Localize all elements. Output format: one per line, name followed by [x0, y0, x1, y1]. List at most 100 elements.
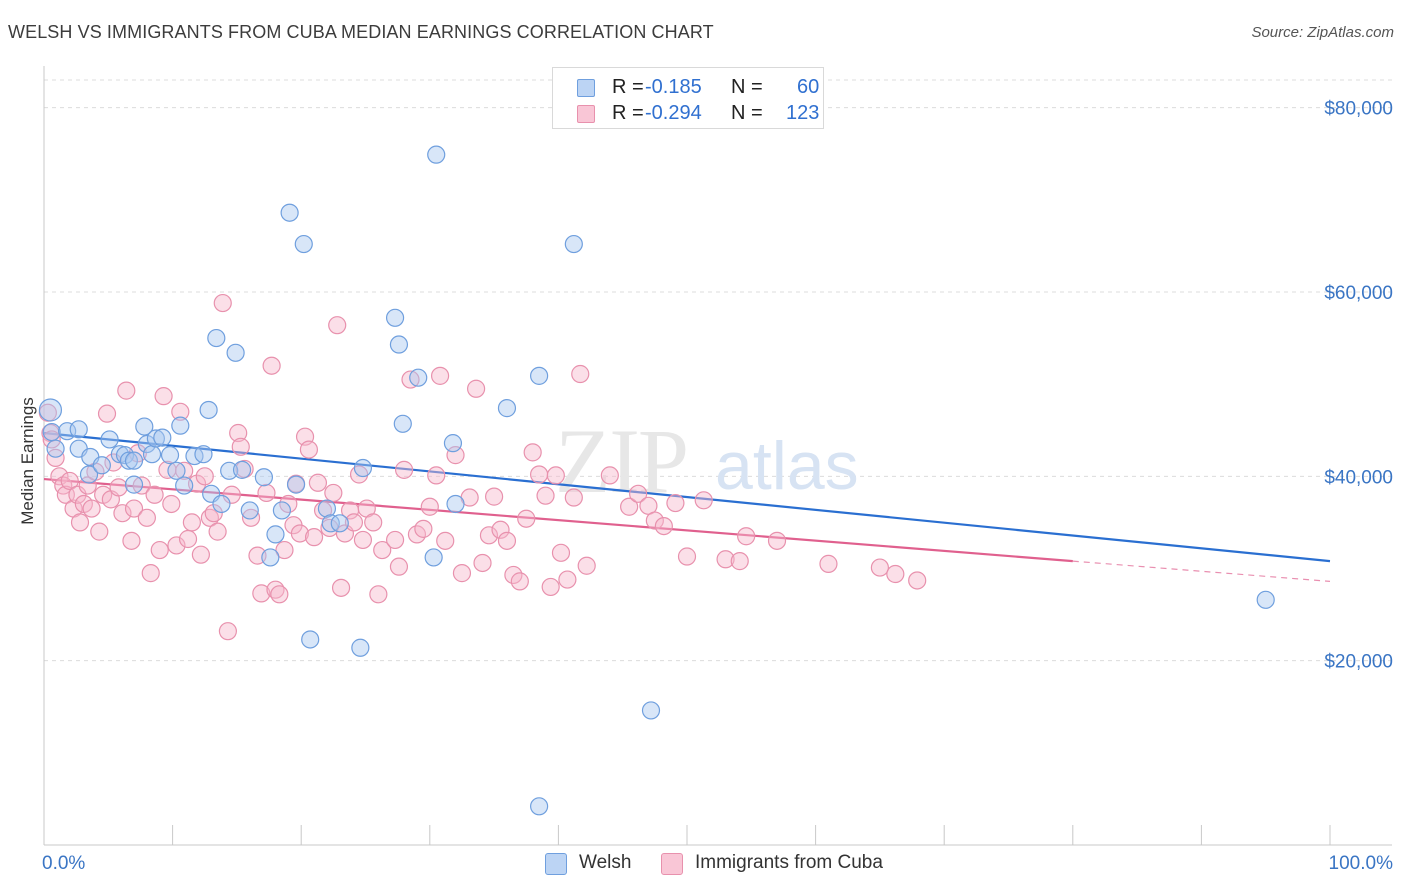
r-label: R = — [612, 76, 644, 98]
data-point-cuba — [191, 545, 210, 564]
data-point-welsh — [389, 335, 409, 354]
n-value: 123 — [786, 102, 820, 124]
data-point-cuba — [600, 466, 619, 485]
data-point-cuba — [137, 508, 156, 527]
n-value: 60 — [797, 76, 820, 98]
gridlines — [44, 79, 1392, 662]
series-legend: Welsh Immigrants from Cuba — [0, 851, 1406, 879]
data-point-cuba — [117, 381, 136, 400]
data-point-welsh — [46, 439, 65, 458]
y-tick-label: $20,000 — [1324, 652, 1393, 673]
data-point-cuba — [175, 461, 194, 480]
data-point-cuba — [479, 526, 499, 545]
data-point-welsh — [153, 428, 172, 447]
data-point-cuba — [132, 476, 151, 495]
y-tick-label: $80,000 — [1324, 99, 1393, 120]
data-point-cuba — [385, 530, 405, 550]
data-point-cuba — [50, 467, 69, 486]
data-point-welsh — [42, 422, 61, 442]
data-point-cuba — [252, 584, 271, 603]
data-point-welsh — [38, 398, 63, 422]
data-point-cuba — [541, 577, 560, 597]
data-point-cuba — [145, 485, 164, 504]
watermark-atlas: atlas — [715, 428, 859, 504]
r-label: R = — [612, 102, 644, 124]
data-point-welsh — [119, 451, 138, 470]
data-point-cuba — [767, 531, 787, 550]
data-point-welsh — [142, 445, 162, 464]
data-point-cuba — [154, 387, 173, 406]
data-point-cuba — [171, 402, 190, 421]
data-point-cuba — [290, 524, 310, 543]
data-point-welsh — [353, 458, 373, 478]
data-point-welsh — [79, 465, 99, 484]
data-point-welsh — [185, 446, 204, 466]
data-point-cuba — [46, 448, 65, 467]
data-point-welsh — [385, 308, 405, 327]
data-point-welsh — [232, 460, 252, 479]
data-point-welsh — [530, 797, 549, 816]
data-point-cuba — [167, 536, 186, 555]
data-point-cuba — [68, 485, 87, 504]
data-point-welsh — [497, 399, 517, 418]
data-point-cuba — [629, 484, 648, 503]
data-point-cuba — [124, 499, 144, 518]
data-point-cuba — [364, 513, 383, 532]
data-point-cuba — [908, 571, 927, 590]
points-cuba — [38, 293, 927, 641]
data-point-cuba — [523, 443, 542, 462]
data-point-cuba — [204, 504, 223, 523]
r-value: -0.294 — [645, 102, 702, 124]
data-point-cuba — [344, 513, 364, 532]
data-point-cuba — [694, 491, 713, 510]
data-point-cuba — [195, 467, 214, 486]
data-point-cuba — [497, 531, 517, 550]
cuba-swatch — [661, 853, 683, 875]
data-point-welsh — [424, 548, 443, 567]
data-point-cuba — [886, 564, 905, 584]
data-point-cuba — [369, 585, 388, 604]
data-point-welsh — [317, 499, 337, 518]
data-point-cuba — [60, 471, 79, 491]
data-point-welsh — [69, 420, 88, 439]
data-point-welsh — [254, 468, 274, 487]
x-tick-label: 0.0% — [42, 853, 85, 874]
data-point-cuba — [150, 540, 169, 560]
data-point-welsh — [272, 501, 292, 520]
data-point-cuba — [70, 513, 90, 532]
data-point-cuba — [427, 466, 446, 485]
data-point-cuba — [109, 478, 128, 497]
data-point-welsh — [427, 145, 446, 164]
x-tick-label: 100.0% — [1329, 853, 1394, 874]
data-point-cuba — [299, 440, 319, 459]
data-point-cuba — [452, 564, 472, 583]
data-point-cuba — [620, 497, 639, 516]
data-point-welsh — [1256, 590, 1275, 609]
source-label: Source: ZipAtlas.com — [1251, 24, 1394, 41]
data-point-cuba — [324, 483, 343, 503]
data-point-cuba — [473, 553, 492, 573]
data-point-welsh — [137, 434, 156, 454]
data-point-cuba — [178, 529, 198, 549]
data-point-welsh — [641, 701, 661, 720]
data-point-cuba — [819, 554, 838, 573]
data-point-welsh — [146, 429, 165, 448]
y-tick-labels: $20,000 $40,000 $60,000 $80,000 — [1324, 99, 1393, 673]
data-point-cuba — [270, 585, 289, 604]
data-point-cuba — [82, 499, 101, 518]
data-point-cuba — [564, 488, 583, 507]
data-point-welsh — [266, 525, 285, 544]
data-point-welsh — [167, 461, 186, 480]
data-point-welsh — [351, 638, 370, 657]
data-point-cuba — [141, 564, 160, 583]
data-point-welsh — [409, 368, 428, 387]
data-point-cuba — [208, 522, 227, 541]
data-point-welsh — [446, 494, 465, 514]
data-point-cuba — [394, 460, 414, 479]
data-point-cuba — [389, 557, 409, 576]
data-point-cuba — [677, 547, 697, 566]
data-point-welsh — [160, 446, 180, 465]
correlation-legend: R = -0.185 N = 60 R = -0.294 N = 123 — [552, 67, 824, 129]
legend-label: Welsh — [579, 852, 632, 873]
data-point-welsh — [135, 417, 154, 436]
